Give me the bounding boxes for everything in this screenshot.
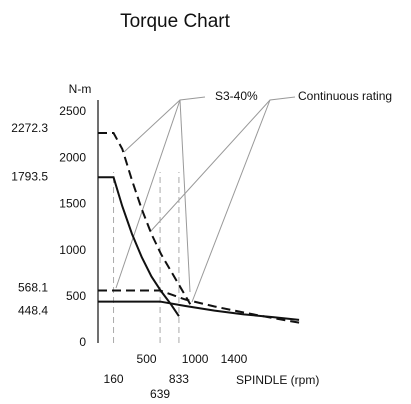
leader-line — [115, 99, 181, 289]
y-axis-label: N-m — [69, 82, 92, 96]
leader-line — [123, 96, 206, 153]
x-axis-label: SPINDLE (rpm) — [236, 373, 319, 387]
speed-label: 639 — [150, 387, 170, 401]
torque-curve — [98, 132, 192, 305]
y-tick-label: 2000 — [59, 150, 86, 164]
x-tick-label: 1400 — [221, 352, 248, 366]
y-tick-label: 2500 — [59, 104, 86, 118]
torque-curve — [98, 300, 300, 321]
speed-label: 833 — [169, 372, 189, 386]
speed-label: 160 — [104, 372, 124, 386]
annotation-label: Continuous rating — [298, 89, 392, 103]
y-tick-label: 1500 — [59, 197, 86, 211]
torque-label: 2272.3 — [11, 121, 48, 135]
x-tick-label: 1000 — [182, 352, 209, 366]
leader-line — [191, 99, 271, 303]
torque-label: 1793.5 — [11, 169, 48, 183]
torque-label: 448.4 — [18, 304, 48, 318]
y-tick-label: 1000 — [59, 243, 86, 257]
torque-curve — [98, 176, 180, 317]
torque-label: 568.1 — [18, 281, 48, 295]
x-tick-label: 500 — [137, 352, 157, 366]
y-tick-label: 500 — [66, 289, 86, 303]
torque-curve — [98, 289, 300, 324]
annotation-label: S3-40% — [215, 89, 258, 103]
leader-lines — [115, 96, 296, 303]
y-tick-label: 0 — [79, 335, 86, 349]
leader-line — [149, 96, 296, 233]
chart-title: Torque Chart — [120, 11, 231, 32]
leader-line — [179, 99, 191, 293]
